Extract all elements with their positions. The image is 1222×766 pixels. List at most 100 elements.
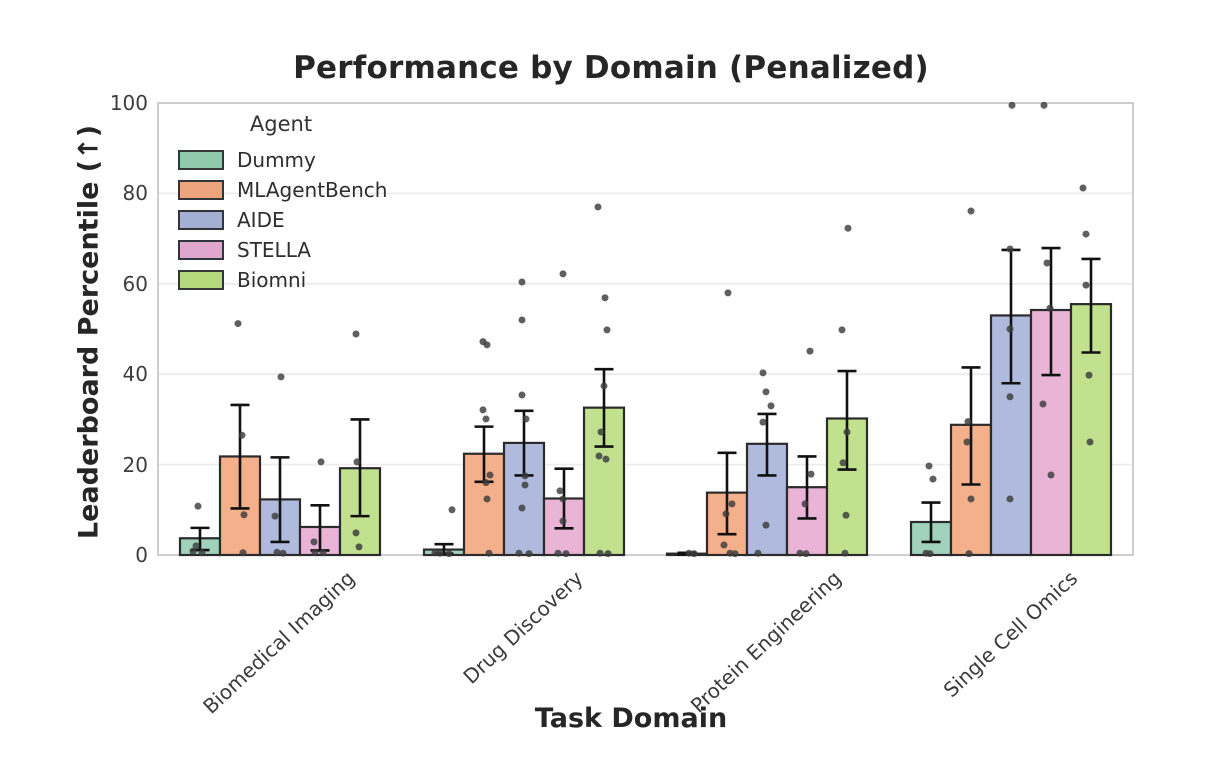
x-axis-label: Task Domain — [534, 703, 728, 734]
scatter-point — [556, 487, 564, 495]
scatter-point — [277, 373, 285, 381]
scatter-point — [596, 549, 604, 557]
scatter-point — [728, 500, 736, 508]
scatter-point — [603, 326, 611, 334]
scatter-point — [844, 224, 852, 232]
scatter-point — [926, 550, 934, 558]
legend-label: Dummy — [237, 148, 316, 172]
scatter-point — [967, 207, 975, 215]
scatter-point — [1082, 281, 1090, 289]
scatter-point — [189, 547, 197, 555]
legend-label: Biomni — [237, 268, 307, 292]
scatter-point — [482, 479, 490, 487]
scatter-point — [929, 475, 937, 483]
scatter-point — [1046, 304, 1054, 312]
scatter-point — [841, 549, 849, 557]
scatter-point — [518, 316, 526, 324]
scatter-point — [518, 391, 526, 399]
scatter-point — [802, 550, 810, 558]
scatter-point — [521, 472, 529, 480]
scatter-point — [518, 278, 526, 286]
scatter-point — [604, 550, 612, 558]
scatter-point — [240, 511, 248, 519]
legend-title: Agent — [249, 112, 313, 136]
y-tick-label: 20 — [122, 452, 148, 477]
scatter-point — [559, 270, 567, 278]
scatter-point — [731, 550, 739, 558]
legend-item-aide: AIDE — [178, 205, 387, 235]
scatter-point — [754, 549, 762, 557]
scatter-point — [600, 382, 608, 390]
scatter-point — [239, 549, 247, 557]
scatter-point — [1006, 245, 1014, 253]
scatter-point — [762, 521, 770, 529]
scatter-point — [311, 548, 319, 556]
scatter-point — [601, 294, 609, 302]
scatter-point — [353, 458, 361, 466]
scatter-point — [234, 320, 242, 328]
scatter-point — [273, 548, 281, 556]
scatter-point — [838, 326, 846, 334]
scatter-point — [482, 415, 490, 423]
scatter-point — [1085, 371, 1093, 379]
scatter-point — [594, 203, 602, 211]
scatter-point — [1047, 471, 1055, 479]
scatter-point — [807, 470, 815, 478]
scatter-point — [720, 541, 728, 549]
legend-label: MLAgentBench — [237, 178, 388, 202]
scatter-point — [965, 550, 973, 558]
scatter-point — [352, 529, 360, 537]
scatter-point — [317, 458, 325, 466]
scatter-point — [806, 347, 814, 355]
scatter-point — [759, 369, 767, 377]
scatter-point — [759, 418, 767, 426]
bar-aide — [745, 442, 789, 557]
scatter-point — [1006, 393, 1014, 401]
scatter-point — [445, 550, 453, 558]
scatter-point — [967, 495, 975, 503]
scatter-point — [436, 549, 444, 557]
legend-label: STELLA — [237, 238, 311, 262]
legend-swatch — [178, 270, 224, 290]
scatter-point — [559, 517, 567, 525]
scatter-point — [1039, 400, 1047, 408]
scatter-point — [1006, 495, 1014, 503]
legend-item-dummy: Dummy — [178, 145, 387, 175]
legend-item-biomni: Biomni — [178, 265, 387, 295]
legend-item-mlagentbench: MLAgentBench — [178, 175, 387, 205]
plot-border — [157, 102, 1134, 556]
scatter-point — [597, 428, 605, 436]
y-tick-label: 0 — [135, 543, 148, 567]
scatter-point — [595, 452, 603, 460]
scatter-point — [198, 549, 206, 557]
legend-swatch — [178, 180, 224, 200]
legend-swatch — [178, 240, 224, 260]
scatter-point — [1079, 184, 1087, 192]
scatter-point — [352, 330, 360, 338]
y-tick-label: 100 — [109, 91, 148, 115]
scatter-point — [839, 459, 847, 467]
scatter-point — [525, 550, 533, 558]
scatter-point — [843, 428, 851, 436]
legend: Agent Dummy MLAgentBench AIDE STELLA Biomni — [178, 112, 387, 295]
scatter-point — [796, 549, 804, 557]
scatter-point — [1082, 230, 1090, 238]
scatter-point — [518, 504, 526, 512]
legend-label: AIDE — [237, 208, 285, 232]
scatter-point — [238, 431, 246, 439]
scatter-point — [842, 511, 850, 519]
scatter-point — [801, 500, 809, 508]
legend-item-stella: STELLA — [178, 235, 387, 265]
scatter-point — [1006, 325, 1014, 333]
scatter-point — [485, 549, 493, 557]
y-tick-label: 60 — [122, 271, 148, 296]
scatter-point — [964, 418, 972, 426]
scatter-point — [767, 402, 775, 410]
scatter-point — [722, 510, 730, 518]
scatter-point — [483, 341, 491, 349]
scatter-point — [690, 550, 698, 558]
scatter-point — [310, 538, 318, 546]
scatter-point — [194, 502, 202, 510]
